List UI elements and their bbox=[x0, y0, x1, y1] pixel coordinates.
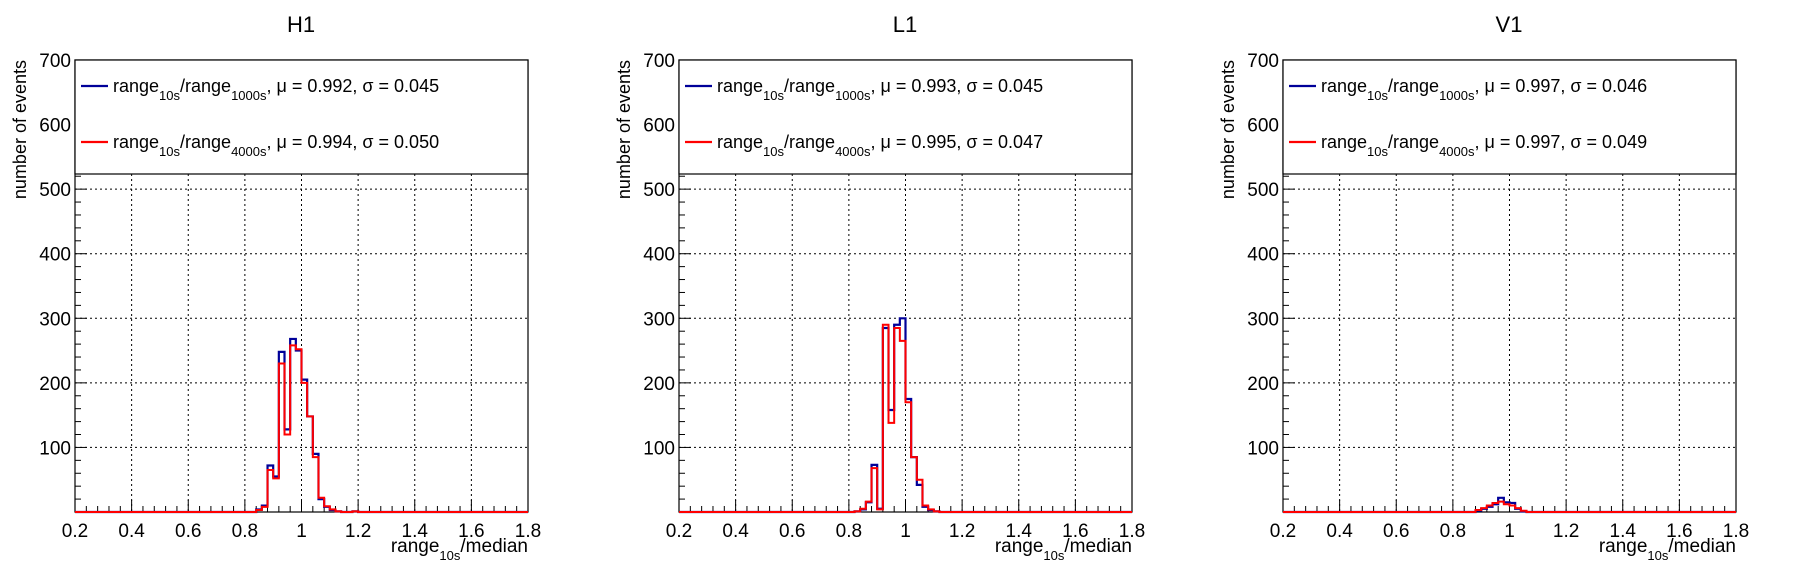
y-tick-label: 500 bbox=[39, 180, 71, 201]
y-tick-label: 400 bbox=[643, 245, 675, 266]
y-tick-label: 200 bbox=[1247, 374, 1279, 395]
y-tick-label: 300 bbox=[39, 309, 71, 330]
x-tick-label: 0.2 bbox=[666, 521, 692, 542]
x-tick-label: 0.8 bbox=[1440, 521, 1466, 542]
y-tick-label: 700 bbox=[1247, 51, 1279, 72]
chart-title: V1 bbox=[1496, 12, 1523, 37]
legend-entry: range10s/range4000s, μ = 0.995, σ = 0.04… bbox=[717, 132, 1043, 159]
x-tick-label: 0.6 bbox=[175, 521, 201, 542]
y-tick-label: 100 bbox=[1247, 438, 1279, 459]
x-tick-label: 0.4 bbox=[1326, 521, 1353, 542]
legend-entry: range10s/range1000s, μ = 0.993, σ = 0.04… bbox=[717, 76, 1043, 103]
y-tick-label: 300 bbox=[643, 309, 675, 330]
chart-panel-v1: V1 range10s/range1000s, μ = 0.997, σ = 0.… bbox=[1218, 12, 1749, 563]
chart-panel-l1: L1 range10s/range1000s, μ = 0.993, σ = 0.… bbox=[614, 12, 1145, 563]
x-tick-label: 1.6 bbox=[1666, 521, 1692, 542]
x-tick-label: 1.4 bbox=[1610, 521, 1637, 542]
x-tick-label: 1.8 bbox=[1119, 521, 1145, 542]
x-tick-label: 1 bbox=[900, 521, 911, 542]
x-tick-label: 1.6 bbox=[1062, 521, 1088, 542]
y-tick-label: 300 bbox=[1247, 309, 1279, 330]
y-tick-label: 700 bbox=[643, 51, 675, 72]
legend-entry: range10s/range1000s, μ = 0.992, σ = 0.04… bbox=[113, 76, 439, 103]
x-axis-label: range10s/median bbox=[391, 536, 528, 563]
y-axis-label: number of events bbox=[1218, 60, 1238, 199]
legend-box bbox=[678, 59, 1133, 175]
y-axis-label: number of events bbox=[10, 60, 30, 199]
x-tick-label: 1.8 bbox=[515, 521, 541, 542]
x-tick-label: 1.2 bbox=[949, 521, 975, 542]
chart-title: H1 bbox=[287, 12, 315, 37]
y-tick-label: 700 bbox=[39, 51, 71, 72]
histogram-series-range-4000s bbox=[75, 344, 528, 513]
y-tick-label: 200 bbox=[643, 374, 675, 395]
x-tick-label: 1 bbox=[1504, 521, 1515, 542]
y-tick-label: 100 bbox=[39, 438, 71, 459]
x-tick-label: 0.8 bbox=[232, 521, 258, 542]
x-tick-label: 0.6 bbox=[1383, 521, 1409, 542]
x-tick-label: 0.2 bbox=[1270, 521, 1296, 542]
histogram-series-range-4000s bbox=[679, 323, 1132, 513]
x-tick-label: 1.8 bbox=[1723, 521, 1749, 542]
legend-entry: range10s/range1000s, μ = 0.997, σ = 0.04… bbox=[1321, 76, 1647, 103]
y-axis-label: number of events bbox=[614, 60, 634, 199]
x-tick-label: 1 bbox=[296, 521, 307, 542]
y-tick-label: 100 bbox=[643, 438, 675, 459]
legend-entry: range10s/range4000s, μ = 0.994, σ = 0.05… bbox=[113, 132, 439, 159]
legend-box bbox=[1282, 59, 1737, 175]
y-tick-label: 200 bbox=[39, 374, 71, 395]
y-tick-label: 500 bbox=[1247, 180, 1279, 201]
chart-title: L1 bbox=[893, 12, 917, 37]
x-tick-label: 1.4 bbox=[402, 521, 429, 542]
x-tick-label: 1.2 bbox=[1553, 521, 1579, 542]
histogram-series-range-4000s bbox=[1283, 500, 1736, 513]
x-axis-label: range10s/median bbox=[995, 536, 1132, 563]
legend-box bbox=[74, 59, 529, 175]
x-tick-label: 1.2 bbox=[345, 521, 371, 542]
y-tick-label: 600 bbox=[39, 116, 71, 137]
x-tick-label: 1.6 bbox=[458, 521, 484, 542]
y-tick-label: 600 bbox=[643, 116, 675, 137]
x-tick-label: 0.8 bbox=[836, 521, 862, 542]
y-tick-label: 500 bbox=[643, 180, 675, 201]
x-tick-label: 0.6 bbox=[779, 521, 805, 542]
x-tick-label: 0.2 bbox=[62, 521, 88, 542]
y-tick-label: 400 bbox=[1247, 245, 1279, 266]
y-tick-label: 600 bbox=[1247, 116, 1279, 137]
legend-entry: range10s/range4000s, μ = 0.997, σ = 0.04… bbox=[1321, 132, 1647, 159]
chart-panel-h1: H1 range10s/range1000s, μ = 0.992, σ = 0.… bbox=[10, 12, 541, 563]
y-tick-label: 400 bbox=[39, 245, 71, 266]
x-tick-label: 1.4 bbox=[1006, 521, 1033, 542]
x-tick-label: 0.4 bbox=[118, 521, 145, 542]
x-axis-label: range10s/median bbox=[1599, 536, 1736, 563]
x-tick-label: 0.4 bbox=[722, 521, 749, 542]
